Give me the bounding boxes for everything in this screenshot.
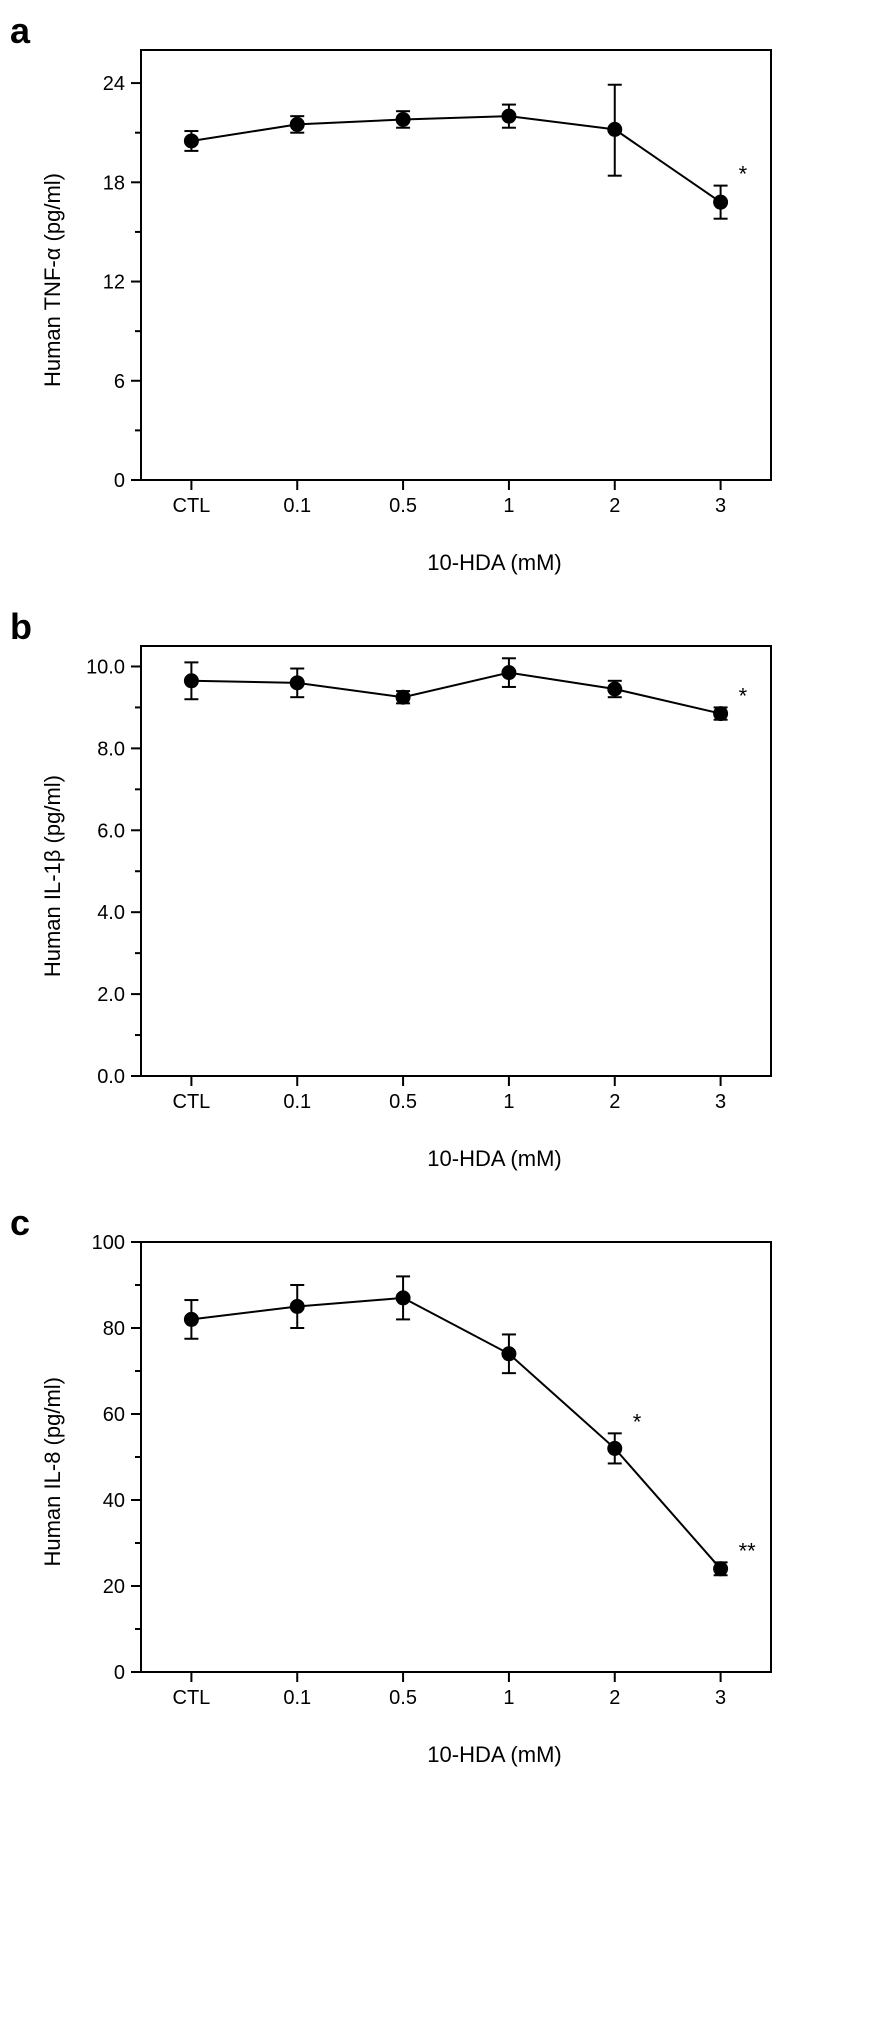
chart-svg: 0.0 2.0 4.0 6.0 8.0 10.0 CTL 0.1 0.5 1 2 3 * (71, 616, 801, 1136)
y-tick-label: 60 (103, 1404, 125, 1426)
plot-area: 06121824CTL0.10.5123* (71, 20, 854, 540)
x-tick-label: 1 (503, 1687, 514, 1709)
data-point (714, 195, 728, 209)
chart-svg: 06121824CTL0.10.5123* (71, 20, 801, 540)
significance-marker: ** (739, 1538, 757, 1563)
y-axis-label: Human TNF-α (pg/ml) (40, 173, 66, 387)
plot-wrapper: Human TNF-α (pg/ml)06121824CTL0.10.5123* (40, 20, 854, 540)
panel-label-b: b (10, 606, 32, 648)
y-tick-label: 12 (103, 272, 125, 294)
y-tick-label: 6.0 (97, 820, 125, 842)
y-tick-label: 18 (103, 172, 125, 194)
data-point (714, 707, 728, 721)
panel-a: aHuman TNF-α (pg/ml)06121824CTL0.10.5123… (40, 20, 854, 576)
figure-container: aHuman TNF-α (pg/ml)06121824CTL0.10.5123… (0, 0, 894, 1828)
x-axis-label: 10-HDA (mM) (135, 1742, 854, 1768)
x-tick-label: 2 (609, 1091, 620, 1113)
panel-label-a: a (10, 10, 30, 52)
x-tick-label: CTL (173, 495, 211, 517)
x-tick-label: CTL (173, 1687, 211, 1709)
data-point (396, 112, 410, 126)
y-tick-label: 4.0 (97, 902, 125, 924)
data-point (290, 117, 304, 131)
plot-wrapper: Human IL-1β (pg/ml) 0.0 2.0 4.0 6.0 8.0 10.0 CT… (40, 616, 854, 1136)
data-point (608, 122, 622, 136)
data-point (608, 682, 622, 696)
x-tick-label: 0.5 (389, 1687, 417, 1709)
y-tick-label: 0 (114, 470, 125, 492)
significance-marker: * (633, 1409, 642, 1434)
significance-marker: * (739, 162, 748, 187)
axis-box (141, 646, 771, 1076)
x-tick-label: 0.5 (389, 1091, 417, 1113)
y-tick-label: 100 (92, 1232, 125, 1254)
x-tick-label: 1 (503, 495, 514, 517)
y-tick-label: 80 (103, 1318, 125, 1340)
y-tick-label: 0.0 (97, 1066, 125, 1088)
x-tick-label: 1 (503, 1091, 514, 1113)
data-point (184, 674, 198, 688)
data-point (502, 666, 516, 680)
x-tick-label: 2 (609, 495, 620, 517)
panel-c: cHuman IL-8 (pg/ml)020406080100CTL0.10.5… (40, 1212, 854, 1768)
x-tick-label: 3 (715, 495, 726, 517)
y-axis-label: Human IL-8 (pg/ml) (40, 1377, 66, 1567)
y-tick-label: 40 (103, 1490, 125, 1512)
x-tick-label: 0.5 (389, 495, 417, 517)
y-tick-label: 24 (103, 73, 125, 95)
data-point (396, 1291, 410, 1305)
x-tick-label: 0.1 (283, 495, 311, 517)
data-line (191, 673, 720, 714)
data-point (396, 690, 410, 704)
plot-area: 020406080100CTL0.10.5123*** (71, 1212, 854, 1732)
x-tick-label: CTL (173, 1091, 211, 1113)
axis-box (141, 50, 771, 480)
x-tick-label: 0.1 (283, 1091, 311, 1113)
data-point (184, 134, 198, 148)
y-tick-label: 8.0 (97, 738, 125, 760)
axis-box (141, 1242, 771, 1672)
data-point (290, 1300, 304, 1314)
y-tick-label: 6 (114, 371, 125, 393)
plot-area: 0.0 2.0 4.0 6.0 8.0 10.0 CTL 0.1 0.5 1 2 3 * (71, 616, 854, 1136)
plot-wrapper: Human IL-8 (pg/ml) 0 20 40 60 80 100 CTL 0.1 0.5 1… (40, 1212, 854, 1732)
x-axis-label: 10-HDA (mM) (135, 550, 854, 576)
chart-svg: 020406080100CTL0.10.5123*** (71, 1212, 801, 1732)
data-point (502, 1347, 516, 1361)
x-tick-label: 0.1 (283, 1687, 311, 1709)
data-point (714, 1562, 728, 1576)
panel-label-c: c (10, 1202, 30, 1244)
y-tick-label: 0 (114, 1662, 125, 1684)
significance-marker: * (739, 683, 748, 708)
y-tick-label: 20 (103, 1576, 125, 1598)
data-point (502, 109, 516, 123)
data-line (191, 116, 720, 202)
y-axis-label: Human IL-1β (pg/ml) (40, 775, 66, 977)
x-tick-label: 3 (715, 1091, 726, 1113)
data-point (290, 676, 304, 690)
x-tick-label: 3 (715, 1687, 726, 1709)
y-tick-label: 10.0 (86, 656, 125, 678)
data-point (184, 1312, 198, 1326)
x-tick-label: 2 (609, 1687, 620, 1709)
panel-b: bHuman IL-1β (pg/ml)0.02.04.06.08.010.0C… (40, 616, 854, 1172)
x-axis-label: 10-HDA (mM) (135, 1146, 854, 1172)
data-point (608, 1441, 622, 1455)
y-tick-label: 2.0 (97, 984, 125, 1006)
